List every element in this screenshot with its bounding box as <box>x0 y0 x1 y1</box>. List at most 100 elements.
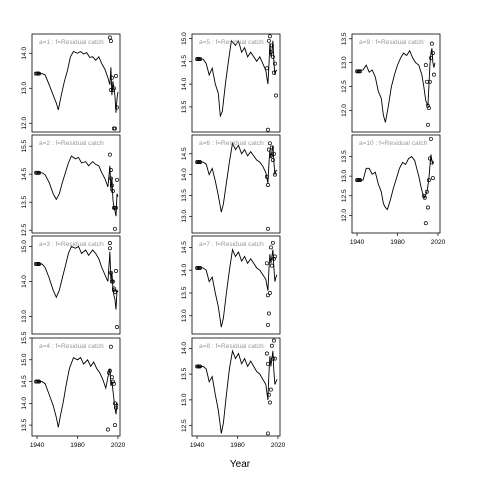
y-tick-label-a10: 12.0 <box>341 209 348 222</box>
x-tick-label-a10: 1940 <box>350 239 365 246</box>
panel-frame-a4 <box>31 337 121 437</box>
series-line-a4 <box>37 356 119 428</box>
data-point-a10-6 <box>423 221 428 226</box>
x-tick-label-a8: 1980 <box>230 442 245 449</box>
panel-a2: a=2 : f=Residual catch 12.5 13.5 14.5 15.5 <box>21 134 121 237</box>
y-tick-label-a8: 13.5 <box>181 367 188 380</box>
data-point-a9-6 <box>425 103 430 108</box>
data-point-a10-9 <box>426 178 431 183</box>
y-tick-label-a8: 14.0 <box>181 342 188 355</box>
data-point-a5-4 <box>264 66 269 71</box>
data-point-a10-10 <box>427 156 432 161</box>
data-point-a3-8 <box>110 279 115 284</box>
data-point-a7-7 <box>267 291 272 295</box>
data-point-a6-8 <box>268 153 273 158</box>
x-tick-label-a10: 2020 <box>431 239 446 246</box>
data-point-a8-12 <box>272 356 277 361</box>
data-point-a9-13 <box>425 122 430 127</box>
data-point-a4-7 <box>108 344 113 349</box>
panel-label-a3: a=3 : f=Residual catch <box>39 241 104 248</box>
panel-a6: a=6 : f=Residual catch 13.0 13.5 14.0 14.5 <box>181 134 281 234</box>
panel-a3: a=3 : f=Residual catch 13.0 14.0 15.0 <box>21 235 121 335</box>
y-tick-label-a5: 14.5 <box>181 55 188 68</box>
y-tick-label-a9: 13.5 <box>341 32 348 45</box>
data-point-a8-6 <box>266 392 271 397</box>
panel-label-a5: a=5 : f=Residual catch <box>199 39 264 46</box>
data-point-a7-5 <box>265 293 270 298</box>
data-point-a1-13 <box>115 105 119 110</box>
series-line-a7 <box>197 248 278 328</box>
panel-label-a2: a=2 : f=Residual catch <box>39 140 104 147</box>
data-point-a2-4 <box>107 152 112 157</box>
data-point-a9-11 <box>430 51 435 56</box>
data-point-a9-7 <box>426 106 431 111</box>
data-point-a7-4 <box>264 261 269 266</box>
data-point-a10-13 <box>430 176 435 181</box>
data-point-a7-8 <box>268 245 273 250</box>
y-tick-label-a2: 15.5 <box>21 139 28 152</box>
data-point-a5-13 <box>274 93 278 98</box>
y-tick-label-a4: 15.5 <box>21 331 28 344</box>
panel-a9: a=9 : f=Residual catch 12.0 12.5 13.0 13.5 <box>341 32 441 133</box>
data-point-a10-5 <box>422 195 427 200</box>
data-point-a10-3 <box>358 178 363 183</box>
data-point-a9-3 <box>358 69 363 74</box>
data-point-a6-13 <box>265 226 270 231</box>
y-tick-label-a2: 13.5 <box>21 195 28 208</box>
data-point-a10-12 <box>429 160 434 165</box>
y-tick-label-a3: 13.0 <box>21 310 28 323</box>
y-tick-label-a5: 13.5 <box>181 100 188 113</box>
panel-a10: a=10 : f=Residual catch 12.0 12.5 13.0 13.5 1… <box>341 134 446 246</box>
panel-label-a9: a=9 : f=Residual catch <box>359 39 424 46</box>
x-axis-label: Year <box>229 459 251 470</box>
panel-a7: a=7 : f=Residual catch 13.0 13.5 14.0 14.5 <box>181 235 281 335</box>
x-tick-label-a8: 2020 <box>271 442 286 449</box>
y-tick-label-a6: 14.0 <box>181 168 188 181</box>
data-point-a4-5 <box>106 370 111 375</box>
data-point-a3-13 <box>115 325 119 329</box>
y-tick-label-a3: 14.0 <box>21 275 28 288</box>
data-point-a3-5 <box>107 246 112 251</box>
y-tick-label-a4: 13.5 <box>21 418 28 431</box>
y-tick-label-a4: 14.5 <box>21 375 28 388</box>
data-point-a2-6 <box>108 176 113 181</box>
y-tick-label-a8: 12.5 <box>181 419 188 432</box>
panel-frame-a5 <box>191 33 281 133</box>
data-point-a5-5 <box>265 127 270 132</box>
series-line-a3 <box>37 245 119 310</box>
x-tick-label-a4: 2020 <box>111 442 126 449</box>
data-point-a8-4 <box>264 351 269 356</box>
series-line-a5 <box>197 39 277 118</box>
panel-label-a8: a=8 : f=Residual catch <box>199 343 264 350</box>
data-point-a1-7 <box>109 75 114 80</box>
data-point-a6-6 <box>266 147 271 152</box>
y-tick-label-a8: 13.0 <box>181 393 188 406</box>
data-point-a4-12 <box>112 423 117 428</box>
data-point-a3-3 <box>37 262 42 266</box>
y-tick-label-a10: 13.0 <box>341 169 348 182</box>
series-line-a9 <box>356 48 436 123</box>
y-tick-label-a5: 14.0 <box>181 77 188 90</box>
data-point-a9-12 <box>431 72 436 77</box>
data-point-a4-3 <box>37 379 42 384</box>
data-point-a5-12 <box>272 61 277 66</box>
data-point-a5-11 <box>271 70 276 75</box>
panel-label-a7: a=7 : f=Residual catch <box>199 241 264 248</box>
series-line-a1 <box>37 50 119 113</box>
panel-frame-a9 <box>351 33 441 133</box>
panel-a8: a=8 : f=Residual catch 12.5 13.0 13.5 14.0 19… <box>181 337 286 449</box>
data-point-a7-10 <box>270 240 275 245</box>
y-tick-label-a9: 12.0 <box>341 104 348 117</box>
data-point-a9-9 <box>428 55 433 60</box>
y-tick-label-a3: 15.0 <box>21 240 28 253</box>
data-point-a5-7 <box>267 34 272 39</box>
data-point-a7-13 <box>265 322 270 327</box>
data-point-a4-10 <box>111 381 116 386</box>
panel-frame-a6 <box>191 134 281 234</box>
data-point-a2-8 <box>110 189 115 193</box>
data-point-a8-13 <box>265 431 270 436</box>
data-point-a1-5 <box>108 39 113 43</box>
data-point-a3-12 <box>114 269 118 273</box>
y-tick-label-a6: 13.5 <box>181 189 188 202</box>
data-point-a5-3 <box>198 57 203 62</box>
